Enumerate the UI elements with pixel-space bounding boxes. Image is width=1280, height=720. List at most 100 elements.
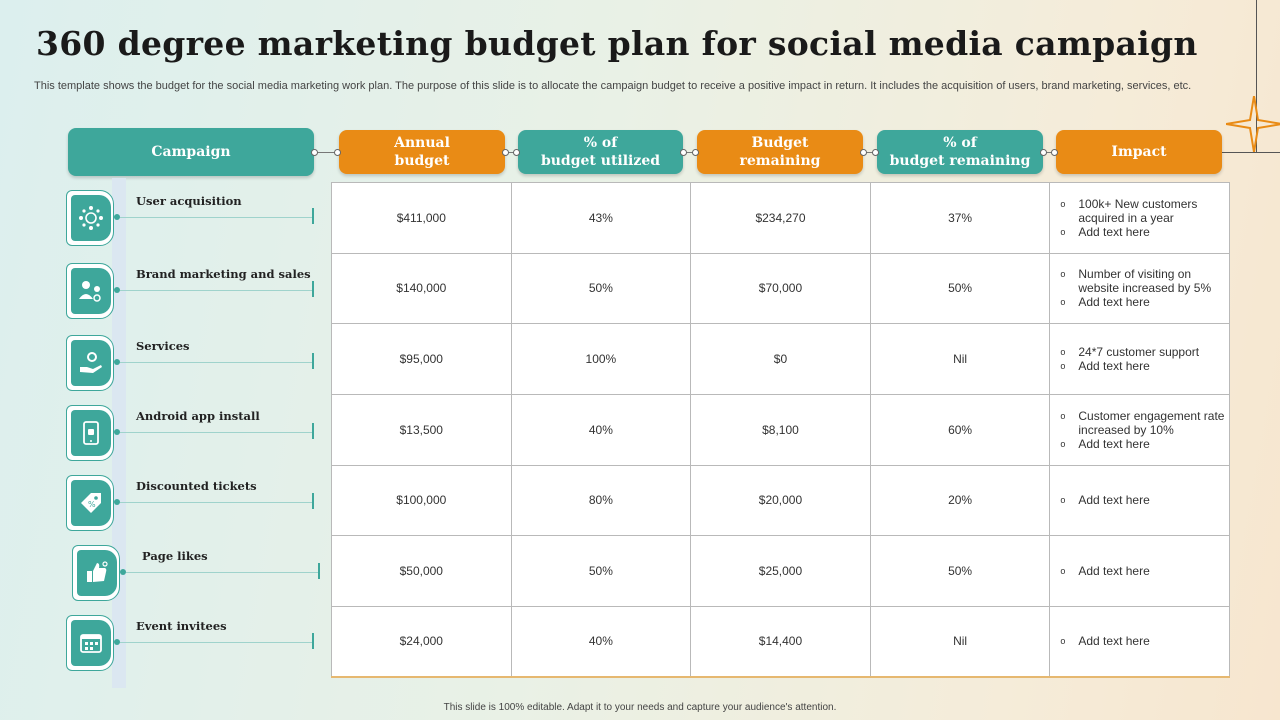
- table-row: $24,000 40% $14,400 Nil o Add text here: [331, 605, 1230, 678]
- connector-dot: [872, 149, 879, 156]
- campaign-label: Event invitees: [136, 619, 227, 633]
- row-line: [120, 502, 314, 503]
- page-title: 360 degree marketing budget plan for soc…: [36, 24, 1198, 63]
- table-row: $411,000 43% $234,270 37% o 100k+ New cus…: [331, 182, 1230, 254]
- row-tick: [318, 563, 320, 579]
- connector-dot: [860, 149, 867, 156]
- users-network-icon: [79, 206, 103, 230]
- campaign-item-brand-marketing: Brand marketing and sales: [66, 263, 326, 323]
- footer-note: This slide is 100% editable. Adapt it to…: [443, 702, 837, 713]
- header-campaign: Campaign: [68, 128, 314, 176]
- cell-annual-budget: $140,000: [331, 252, 512, 325]
- cell-annual-budget: $13,500: [331, 393, 512, 466]
- icon-frame: [72, 545, 120, 601]
- row-line: [126, 572, 320, 573]
- sparkle-star-icon: [1226, 96, 1280, 152]
- campaign-item-event-invitees: Event invitees: [66, 615, 326, 675]
- cell-pct-remaining: 37%: [869, 182, 1051, 254]
- icon-frame: [66, 263, 114, 319]
- campaign-label: Discounted tickets: [136, 479, 257, 493]
- header-budget-utilized: % of budget utilized: [518, 130, 683, 174]
- row-line: [120, 217, 314, 218]
- connector-dot: [114, 639, 120, 645]
- thumbs-up-icon: [87, 561, 108, 582]
- header-budget-remaining: Budget remaining: [697, 130, 863, 174]
- header-impact: Impact: [1056, 130, 1222, 174]
- discount-tag-icon: %: [81, 493, 101, 513]
- connector-dot: [513, 149, 520, 156]
- cell-pct-remaining: 50%: [869, 252, 1051, 325]
- campaign-item-discounted-tickets: % Discounted tickets: [66, 475, 326, 535]
- cell-annual-budget: $411,000: [331, 182, 512, 254]
- svg-text:%: %: [88, 500, 96, 509]
- campaign-label: User acquisition: [136, 194, 242, 208]
- cell-budget-remaining: $0: [690, 323, 871, 395]
- icon-frame: [66, 615, 114, 671]
- row-tick: [312, 423, 314, 439]
- cell-impact: o Add text here: [1049, 605, 1230, 678]
- connector-dot: [502, 149, 509, 156]
- connector-dot: [311, 149, 318, 156]
- connector-dot: [1051, 149, 1058, 156]
- icon-frame: [66, 335, 114, 391]
- campaign-item-android-app: Android app install: [66, 405, 326, 465]
- cell-pct-utilized: 50%: [510, 252, 692, 325]
- team-sales-icon: [79, 281, 101, 302]
- header-connector: [1043, 152, 1056, 153]
- connector-dot: [114, 359, 120, 365]
- cell-pct-remaining: 60%: [869, 393, 1051, 466]
- cell-annual-budget: $100,000: [331, 464, 512, 537]
- table-row: $50,000 50% $25,000 50% o Add text here: [331, 535, 1230, 607]
- table-row: $100,000 80% $20,000 20% o Add text here: [331, 464, 1230, 537]
- cell-impact: o Number of visiting on website increased…: [1049, 252, 1230, 325]
- impact-text: Add text here: [1078, 493, 1150, 508]
- cell-impact: o Add text here: [1049, 535, 1230, 607]
- row-tick: [312, 493, 314, 509]
- impact-text: Add text here: [1078, 564, 1150, 579]
- impact-text: Add text here: [1078, 634, 1150, 649]
- connector-dot: [680, 149, 687, 156]
- campaign-label: Android app install: [136, 409, 260, 423]
- campaign-label: Services: [136, 339, 190, 353]
- row-tick: [312, 208, 314, 224]
- cell-budget-remaining: $14,400: [690, 605, 871, 678]
- header-connector: [683, 152, 697, 153]
- cell-pct-utilized: 100%: [510, 323, 692, 395]
- impact-text: Customer engagement rate increased by 10…: [1078, 408, 1225, 437]
- row-line: [120, 642, 314, 643]
- cell-pct-utilized: 80%: [510, 464, 692, 537]
- connector-dot: [114, 499, 120, 505]
- table-row: $95,000 100% $0 Nil o 24*7 customer suppo…: [331, 323, 1230, 395]
- connector-dot: [692, 149, 699, 156]
- cell-budget-remaining: $70,000: [690, 252, 871, 325]
- budget-table: $411,000 43% $234,270 37% o 100k+ New cus…: [331, 182, 1230, 678]
- icon-frame: %: [66, 475, 114, 531]
- connector-dot: [114, 429, 120, 435]
- campaign-item-page-likes: Page likes: [72, 545, 332, 605]
- impact-text: Add text here: [1078, 436, 1150, 451]
- campaign-item-user-acquisition: User acquisition: [66, 190, 326, 250]
- cell-impact: o Customer engagement rate increased by 1…: [1049, 393, 1230, 466]
- header-annual-budget: Annual budget: [339, 130, 505, 174]
- impact-text: 100k+ New customers acquired in a year: [1078, 196, 1198, 225]
- impact-text: Add text here: [1078, 224, 1150, 239]
- cell-pct-remaining: 20%: [869, 464, 1051, 537]
- android-phone-icon: [83, 421, 99, 445]
- decor-vertical-line: [1256, 0, 1257, 152]
- calendar-icon: [80, 634, 102, 653]
- cell-pct-utilized: 43%: [510, 182, 692, 254]
- cell-budget-remaining: $8,100: [690, 393, 871, 466]
- row-line: [120, 362, 314, 363]
- connector-dot: [120, 569, 126, 575]
- campaign-label: Page likes: [142, 549, 208, 563]
- cell-pct-utilized: 40%: [510, 605, 692, 678]
- connector-dot: [114, 214, 120, 220]
- cell-pct-remaining: 50%: [869, 535, 1051, 607]
- cell-budget-remaining: $20,000: [690, 464, 871, 537]
- campaign-item-services: Services: [66, 335, 326, 395]
- row-line: [120, 290, 314, 291]
- header-connector: [314, 152, 339, 153]
- icon-frame: [66, 405, 114, 461]
- cell-pct-utilized: 50%: [510, 535, 692, 607]
- impact-text: Add text here: [1078, 359, 1150, 374]
